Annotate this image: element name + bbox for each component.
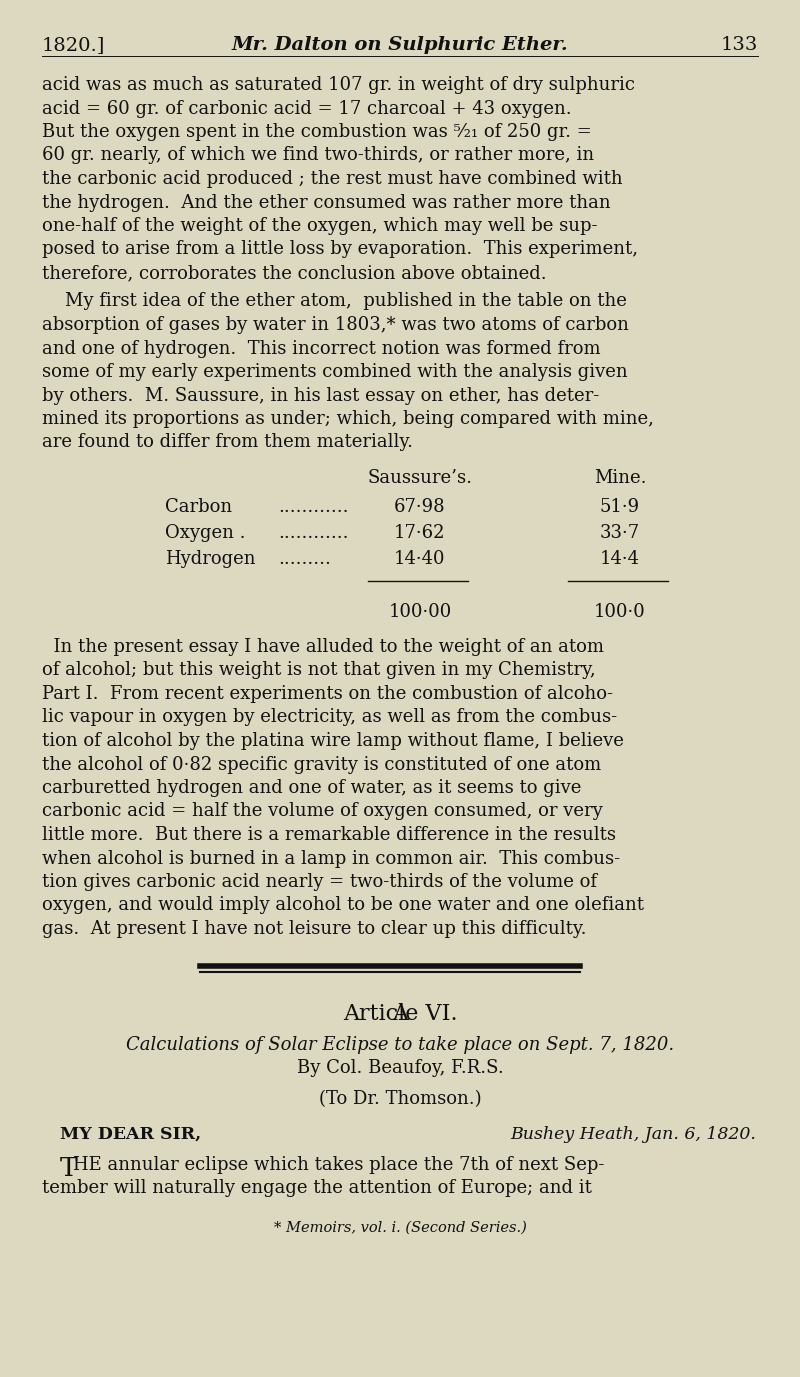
Text: gas.  At present I have not leisure to clear up this difficulty.: gas. At present I have not leisure to cl… [42,920,586,938]
Text: But the oxygen spent in the combustion was ⁵⁄₂₁ of 250 gr. =: But the oxygen spent in the combustion w… [42,123,592,140]
Text: when alcohol is burned in a lamp in common air.  This combus-: when alcohol is burned in a lamp in comm… [42,850,620,868]
Text: the carbonic acid produced ; the rest must have combined with: the carbonic acid produced ; the rest mu… [42,169,622,189]
Text: A: A [392,1004,408,1026]
Text: 133: 133 [721,36,758,54]
Text: tember will naturally engage the attention of Europe; and it: tember will naturally engage the attenti… [42,1179,592,1197]
Text: mined its proportions as under; which, being compared with mine,: mined its proportions as under; which, b… [42,410,654,428]
Text: the alcohol of 0·82 specific gravity is constituted of one atom: the alcohol of 0·82 specific gravity is … [42,756,602,774]
Text: Article VI.: Article VI. [342,1004,458,1026]
Text: 60 gr. nearly, of which we find two-thirds, or rather more, in: 60 gr. nearly, of which we find two-thir… [42,146,594,164]
Text: oxygen, and would imply alcohol to be one water and one olefiant: oxygen, and would imply alcohol to be on… [42,896,644,914]
Text: Oxygen .: Oxygen . [165,525,246,543]
Text: little more.  But there is a remarkable difference in the results: little more. But there is a remarkable d… [42,826,616,844]
Text: By Col. Beaufoy, F.R.S.: By Col. Beaufoy, F.R.S. [297,1059,503,1077]
Text: Hydrogen: Hydrogen [165,549,255,567]
Text: 14·4: 14·4 [600,549,640,567]
Text: Part I.  From recent experiments on the combustion of alcoho-: Part I. From recent experiments on the c… [42,684,613,704]
Text: Mine.: Mine. [594,470,646,487]
Text: lic vapour in oxygen by electricity, as well as from the combus-: lic vapour in oxygen by electricity, as … [42,709,617,727]
Text: and one of hydrogen.  This incorrect notion was formed from: and one of hydrogen. This incorrect noti… [42,340,601,358]
Text: acid = 60 gr. of carbonic acid = 17 charcoal + 43 oxygen.: acid = 60 gr. of carbonic acid = 17 char… [42,99,572,117]
Text: acid was as much as saturated 107 gr. in weight of dry sulphuric: acid was as much as saturated 107 gr. in… [42,76,635,94]
Text: 67·98: 67·98 [394,498,446,516]
Text: 1820.]: 1820.] [42,36,106,54]
Text: tion of alcohol by the platina wire lamp without flame, I believe: tion of alcohol by the platina wire lamp… [42,733,624,750]
Text: 51·9: 51·9 [600,498,640,516]
Text: Calculations of Solar Eclipse to take place on Sept. 7, 1820.: Calculations of Solar Eclipse to take pl… [126,1036,674,1053]
Text: carburetted hydrogen and one of water, as it seems to give: carburetted hydrogen and one of water, a… [42,779,582,797]
Text: T: T [60,1155,78,1180]
Text: * Memoirs, vol. i. (Second Series.): * Memoirs, vol. i. (Second Series.) [274,1220,526,1235]
Text: .........: ......... [278,549,331,567]
Text: ............: ............ [278,525,349,543]
Text: (To Dr. Thomson.): (To Dr. Thomson.) [318,1091,482,1108]
Text: posed to arise from a little loss by evaporation.  This experiment,: posed to arise from a little loss by eva… [42,241,638,259]
Text: MY DEAR SIR,: MY DEAR SIR, [60,1126,202,1143]
Text: by others.  M. Saussure, in his last essay on ether, has deter-: by others. M. Saussure, in his last essa… [42,387,599,405]
Text: 100·0: 100·0 [594,603,646,621]
Text: carbonic acid = half the volume of oxygen consumed, or very: carbonic acid = half the volume of oxyge… [42,803,602,821]
Text: My first idea of the ether atom,  published in the table on the: My first idea of the ether atom, publish… [42,292,627,310]
Text: one-half of the weight of the oxygen, which may well be sup-: one-half of the weight of the oxygen, wh… [42,218,598,235]
Text: therefore, corroborates the conclusion above obtained.: therefore, corroborates the conclusion a… [42,264,546,282]
Text: some of my early experiments combined with the analysis given: some of my early experiments combined wi… [42,364,628,381]
Text: In the present essay I have alluded to the weight of an atom: In the present essay I have alluded to t… [42,638,604,655]
Text: are found to differ from them materially.: are found to differ from them materially… [42,434,413,452]
Text: Bushey Heath, Jan. 6, 1820.: Bushey Heath, Jan. 6, 1820. [510,1126,756,1143]
Text: 33·7: 33·7 [600,525,640,543]
Text: Carbon: Carbon [165,498,232,516]
Text: Saussure’s.: Saussure’s. [367,470,473,487]
Text: 14·40: 14·40 [394,549,446,567]
Text: tion gives carbonic acid nearly = two-thirds of the volume of: tion gives carbonic acid nearly = two-th… [42,873,597,891]
Text: absorption of gases by water in 1803,* was two atoms of carbon: absorption of gases by water in 1803,* w… [42,315,629,335]
Text: 100·00: 100·00 [388,603,452,621]
Text: of alcohol; but this weight is not that given in my Chemistry,: of alcohol; but this weight is not that … [42,661,596,679]
Text: ............: ............ [278,498,349,516]
Text: 17·62: 17·62 [394,525,446,543]
Text: HE annular eclipse which takes place the 7th of next Sep-: HE annular eclipse which takes place the… [73,1155,604,1173]
Text: the hydrogen.  And the ether consumed was rather more than: the hydrogen. And the ether consumed was… [42,194,610,212]
Text: Mr. Dalton on Sulphuric Ether.: Mr. Dalton on Sulphuric Ether. [232,36,568,54]
